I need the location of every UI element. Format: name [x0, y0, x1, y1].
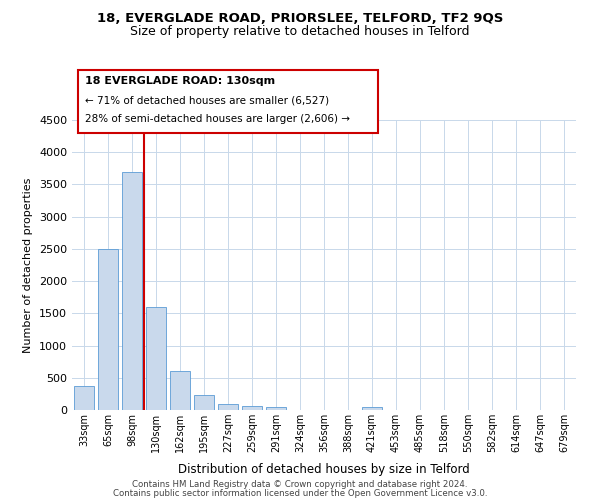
- Text: Size of property relative to detached houses in Telford: Size of property relative to detached ho…: [130, 25, 470, 38]
- Text: 28% of semi-detached houses are larger (2,606) →: 28% of semi-detached houses are larger (…: [85, 114, 350, 124]
- Text: ← 71% of detached houses are smaller (6,527): ← 71% of detached houses are smaller (6,…: [85, 95, 329, 105]
- Bar: [194, 394, 214, 410]
- Bar: [266, 407, 286, 410]
- Bar: [98, 249, 118, 410]
- Bar: [146, 307, 166, 410]
- Bar: [362, 407, 382, 410]
- Y-axis label: Number of detached properties: Number of detached properties: [23, 178, 34, 352]
- Bar: [170, 372, 190, 410]
- Text: 18, EVERGLADE ROAD, PRIORSLEE, TELFORD, TF2 9QS: 18, EVERGLADE ROAD, PRIORSLEE, TELFORD, …: [97, 12, 503, 26]
- Text: Contains HM Land Registry data © Crown copyright and database right 2024.: Contains HM Land Registry data © Crown c…: [132, 480, 468, 489]
- Bar: [218, 404, 238, 410]
- X-axis label: Distribution of detached houses by size in Telford: Distribution of detached houses by size …: [178, 464, 470, 476]
- Bar: [242, 406, 262, 410]
- Text: 18 EVERGLADE ROAD: 130sqm: 18 EVERGLADE ROAD: 130sqm: [85, 76, 275, 86]
- Bar: [74, 386, 94, 410]
- Bar: [122, 172, 142, 410]
- Text: Contains public sector information licensed under the Open Government Licence v3: Contains public sector information licen…: [113, 489, 487, 498]
